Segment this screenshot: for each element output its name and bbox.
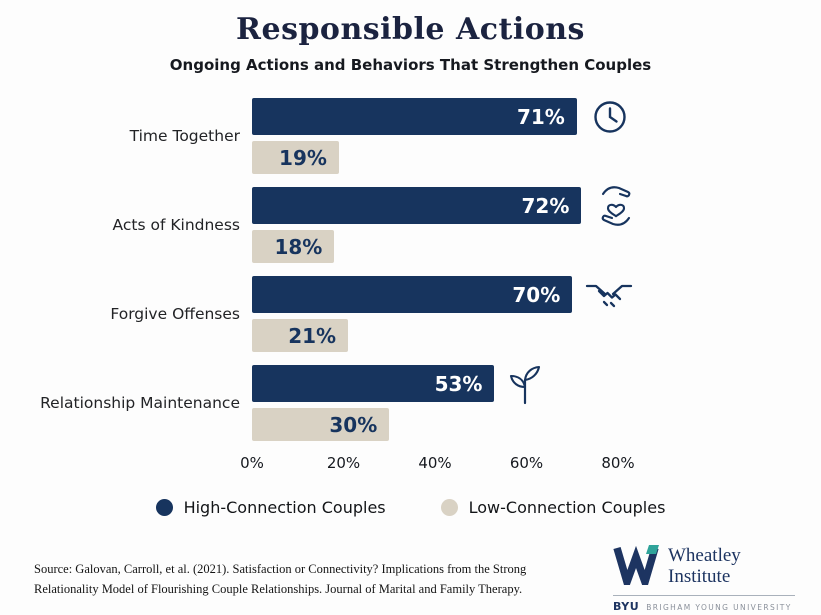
- bar-high-connection: 53%: [252, 365, 495, 402]
- bar-value-label: 72%: [521, 193, 570, 218]
- footer: Source: Galovan, Carroll, et al. (2021).…: [0, 545, 821, 613]
- bar-low-connection: 30%: [252, 408, 390, 441]
- bar-chart: Time Together 71% 19% Acts of Kindness 72% 18…: [0, 98, 821, 476]
- bar-pair: 53% 30%: [252, 365, 618, 441]
- legend-item: High-Connection Couples: [155, 498, 386, 517]
- category-label: Time Together: [129, 127, 240, 145]
- logo-wordmark: Wheatley Institute: [668, 545, 741, 588]
- source-text: Source: Galovan, Carroll, et al. (2021).…: [34, 562, 527, 596]
- x-axis-tick: 60%: [509, 454, 544, 472]
- bar-high-connection: 70%: [252, 276, 573, 313]
- x-axis-tick: 80%: [601, 454, 635, 472]
- bar-high-connection: 71%: [252, 98, 577, 135]
- bar-value-label: 71%: [516, 104, 565, 129]
- x-axis: 0% 20% 40% 60% 80%: [240, 454, 635, 476]
- hands-heart-icon: [594, 183, 638, 229]
- legend-swatch: [440, 499, 458, 516]
- legend-item: Low-Connection Couples: [440, 498, 666, 517]
- page-title: Responsible Actions: [236, 12, 585, 47]
- bar-low-connection: 21%: [252, 319, 349, 352]
- bar-value-label: 19%: [279, 145, 327, 170]
- bar-value-label: 53%: [434, 371, 483, 396]
- logo-top: Wheatley Institute: [613, 545, 795, 595]
- chart-row: Relationship Maintenance 53% 30%: [0, 365, 821, 441]
- chart-legend: High-Connection Couples Low-Connection Co…: [0, 498, 821, 517]
- bar-value-label: 30%: [329, 412, 378, 437]
- logo-name-line2: Institute: [668, 566, 731, 587]
- bar-pair: 70% 21%: [252, 276, 633, 352]
- chart-row: Time Together 71% 19%: [0, 98, 821, 174]
- bar-high-connection: 72%: [252, 187, 582, 224]
- chart-row: Forgive Offenses 70% 21%: [0, 276, 821, 352]
- wheatley-institute-logo: Wheatley Institute BYU BRIGHAM YOUNG UNI…: [613, 545, 795, 613]
- legend-swatch: [155, 499, 173, 516]
- bar-low-connection: 18%: [252, 230, 335, 263]
- chart-rows: Time Together 71% 19% Acts of Kindness 72% 18…: [0, 98, 821, 441]
- x-axis-tick: 0%: [240, 454, 264, 472]
- sprout-icon: [507, 363, 543, 405]
- x-axis-tick: 20%: [326, 454, 361, 472]
- clock-icon: [590, 97, 630, 137]
- logo-name-line1: Wheatley: [668, 545, 741, 567]
- byu-label: BYU: [613, 600, 640, 613]
- byu-wordmark: BYU BRIGHAM YOUNG UNIVERSITY: [613, 600, 795, 613]
- bar-value-label: 21%: [288, 323, 337, 348]
- bar-value-label: 70%: [512, 282, 561, 307]
- page-subtitle: Ongoing Actions and Behaviors That Stren…: [169, 56, 652, 74]
- university-label: BRIGHAM YOUNG UNIVERSITY: [646, 603, 792, 612]
- logo-divider: [613, 595, 795, 596]
- category-label: Acts of Kindness: [112, 216, 240, 234]
- bar-low-connection: 19%: [252, 141, 339, 174]
- category-label: Relationship Maintenance: [40, 394, 240, 412]
- wheatley-w-mark-icon: [613, 545, 659, 595]
- x-axis-tick: 40%: [418, 454, 452, 472]
- handshake-icon: [585, 279, 633, 311]
- bar-pair: 72% 18%: [252, 185, 631, 263]
- chart-row: Acts of Kindness 72% 18%: [0, 185, 821, 263]
- bar-pair: 71% 19%: [252, 98, 626, 174]
- bar-value-label: 18%: [274, 234, 323, 259]
- legend-label: Low-Connection Couples: [468, 498, 666, 517]
- category-label: Forgive Offenses: [110, 305, 240, 323]
- legend-label: High-Connection Couples: [183, 498, 386, 517]
